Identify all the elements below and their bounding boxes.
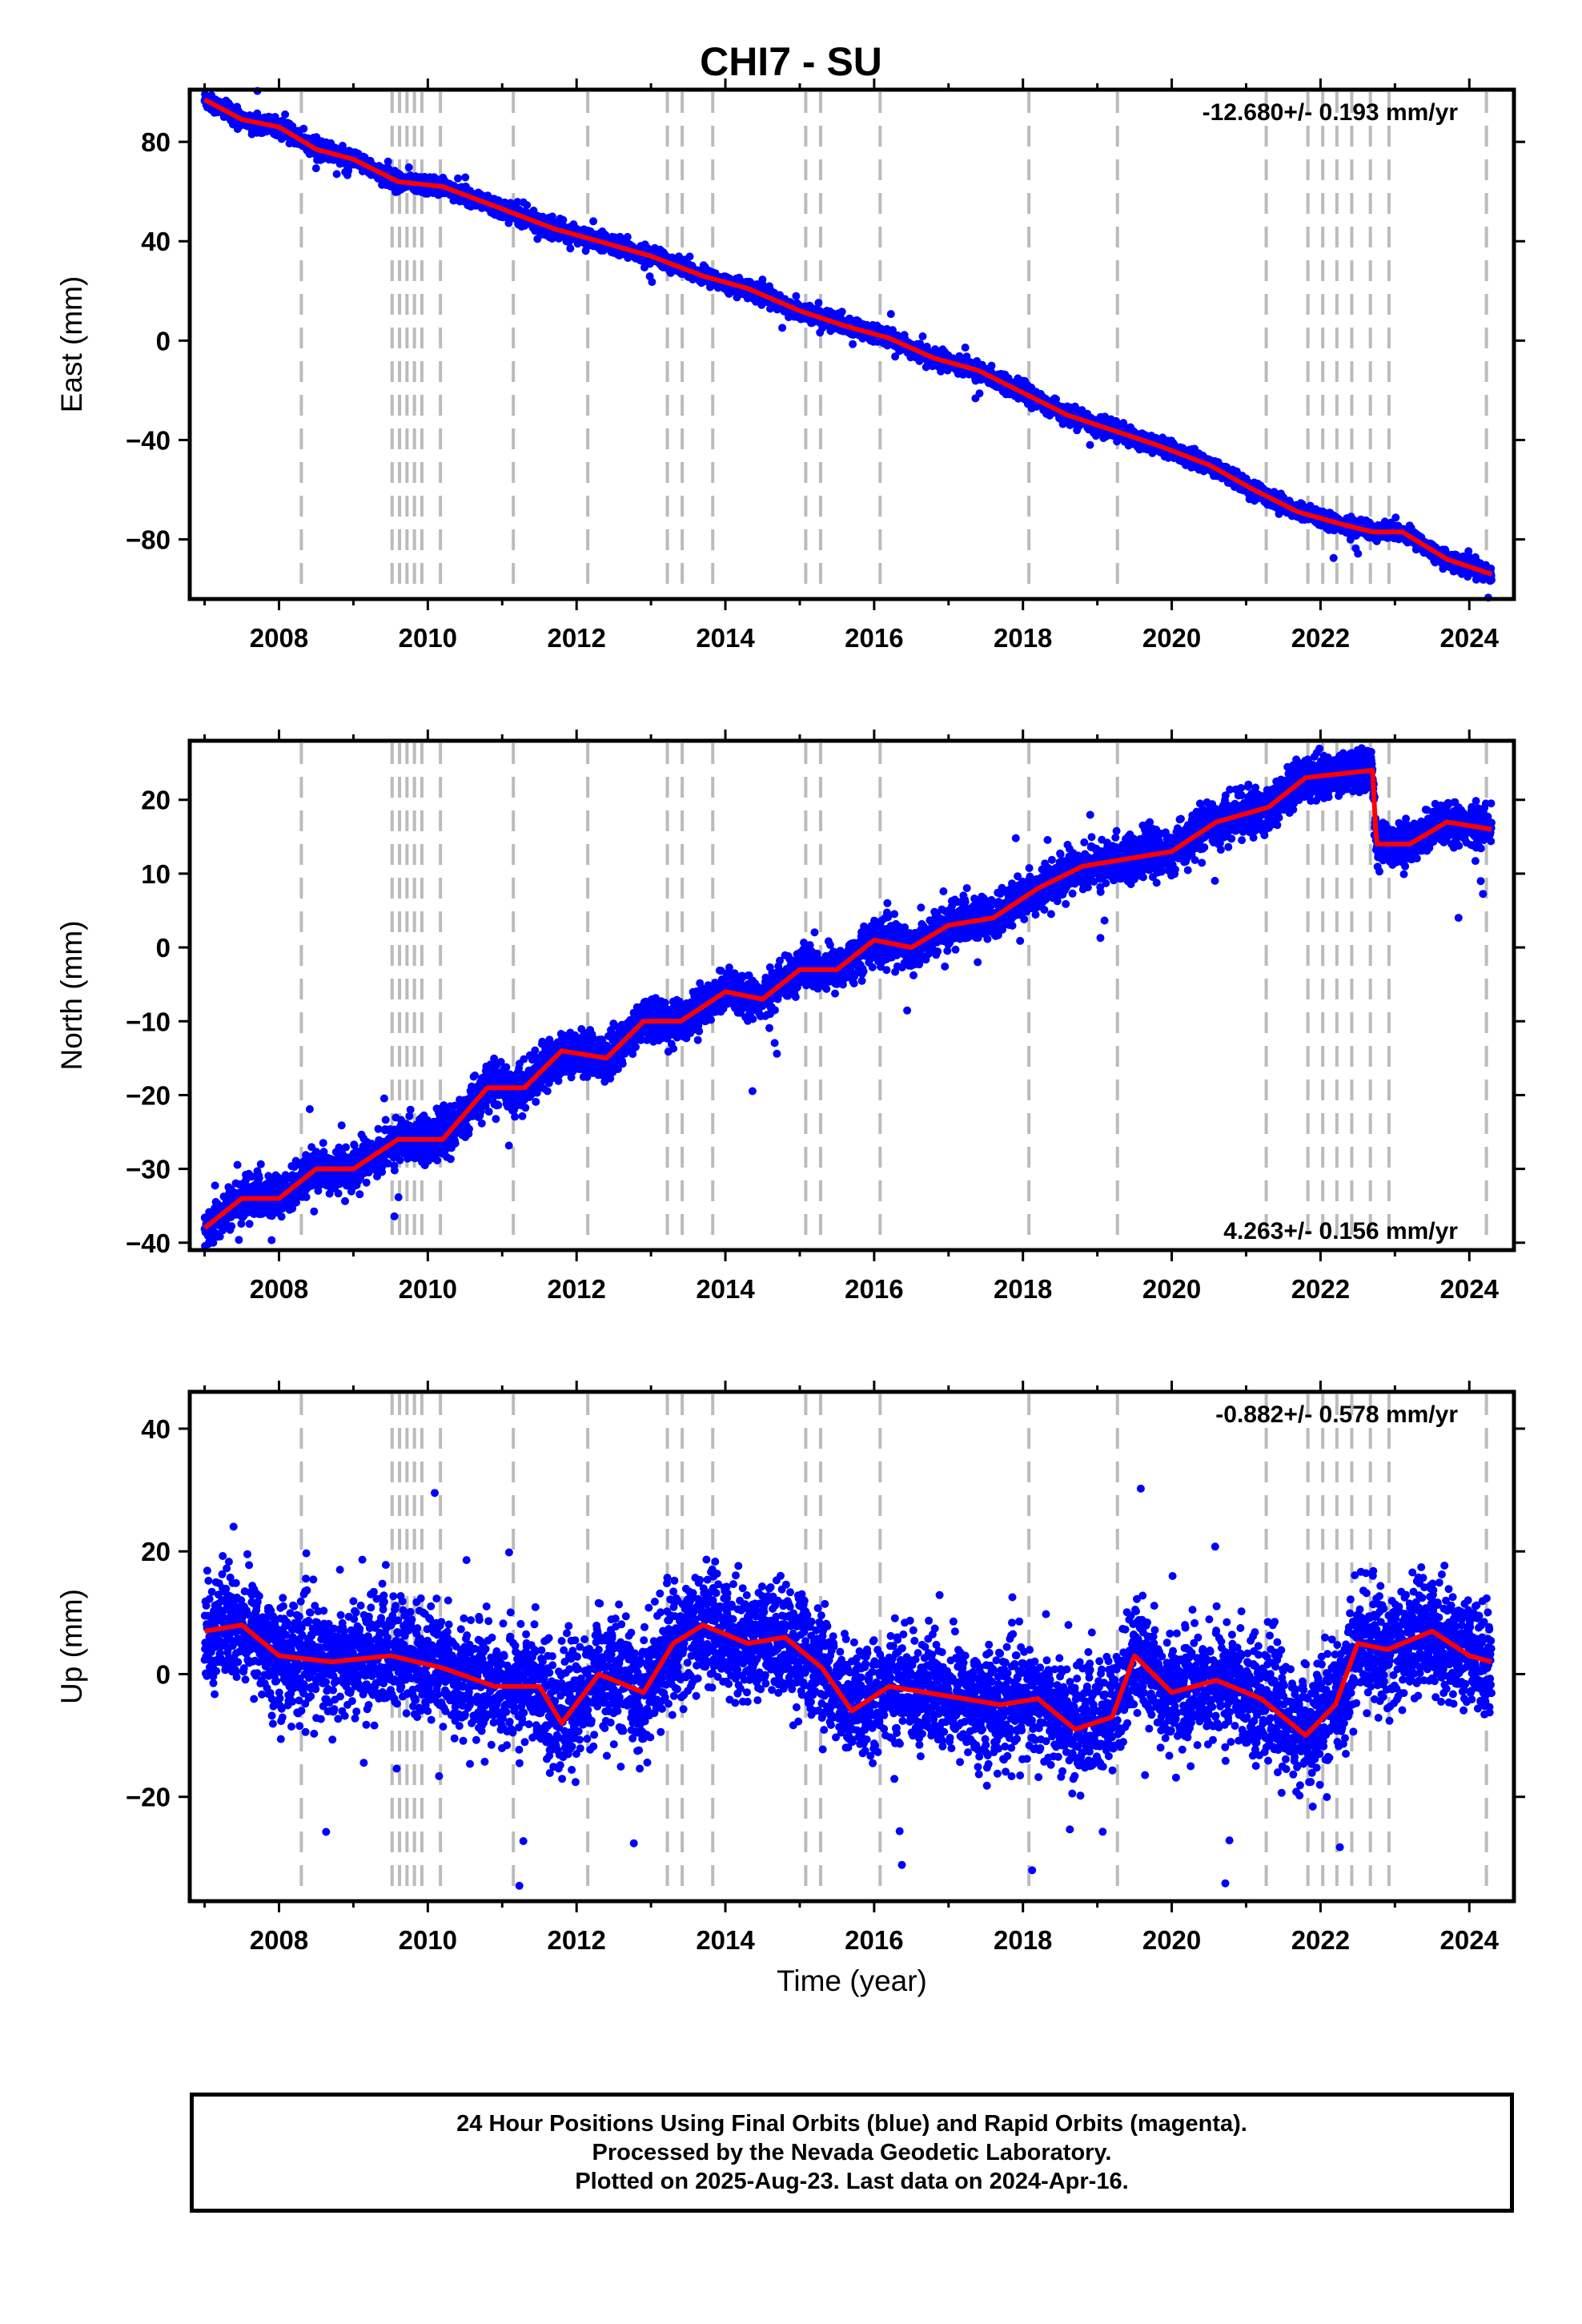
position-point — [299, 124, 308, 133]
position-point — [849, 340, 857, 348]
position-point — [975, 389, 984, 398]
position-point — [523, 201, 532, 210]
position-point — [461, 173, 470, 182]
position-point — [886, 310, 895, 319]
position-point — [383, 157, 392, 166]
position-point — [332, 170, 341, 179]
position-point — [311, 164, 320, 173]
position-point — [685, 252, 694, 261]
position-point — [404, 163, 413, 171]
east-panel: 2008 2010 2012 2014 2016 2018 2020 2022 2024−80−… — [55, 78, 1525, 653]
position-point — [454, 174, 462, 183]
position-point — [559, 215, 568, 224]
position-point — [814, 299, 823, 308]
position-point — [792, 292, 801, 300]
position-point — [918, 332, 927, 340]
position-point — [566, 244, 575, 253]
position-point — [589, 217, 598, 226]
position-point — [837, 308, 846, 316]
time-series-plots: 2008 2010 2012 2014 2016 2018 2020 2022 2024−80−… — [55, 78, 1525, 1997]
chart-title: CHI7 - SU — [700, 39, 882, 84]
daily-points — [200, 86, 1496, 602]
position-point — [648, 278, 656, 287]
position-point — [778, 324, 787, 332]
position-point — [961, 344, 970, 352]
position-point — [281, 110, 290, 119]
position-point — [1086, 440, 1094, 449]
position-point — [987, 361, 996, 370]
